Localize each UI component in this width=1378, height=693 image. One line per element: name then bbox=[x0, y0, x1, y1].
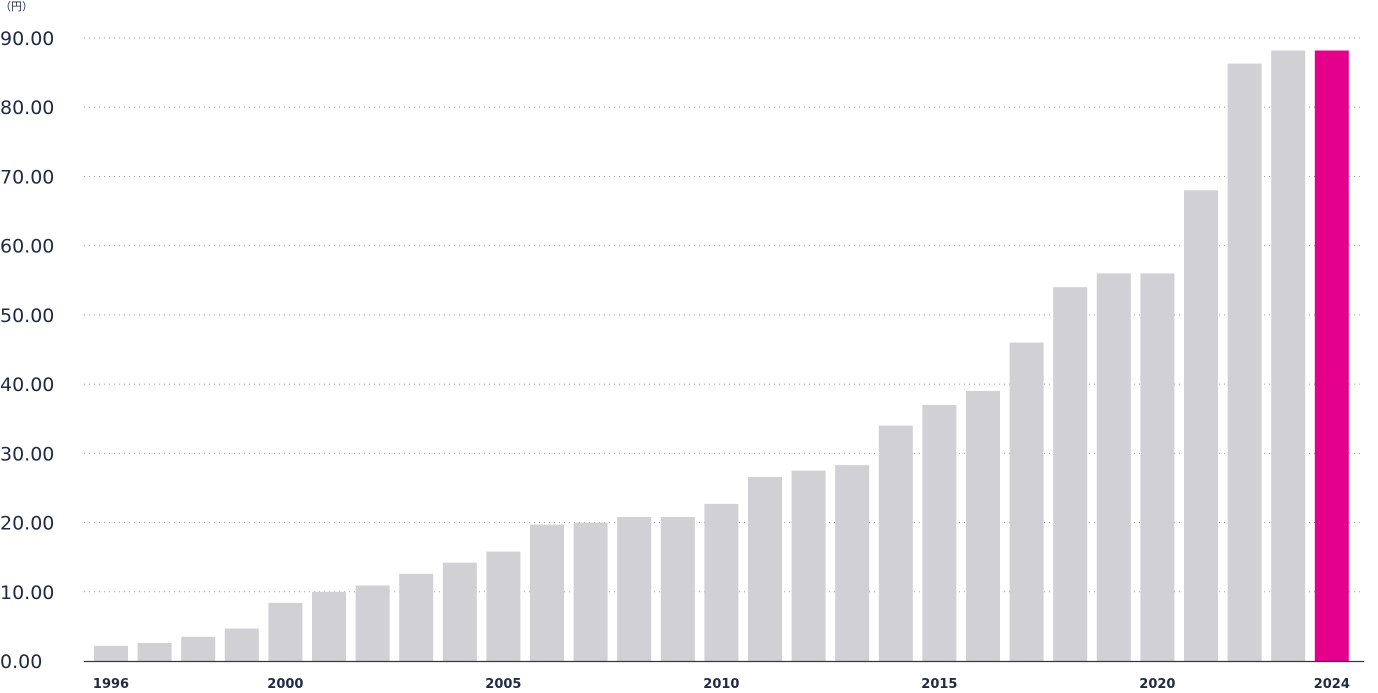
bar bbox=[399, 573, 434, 661]
bar bbox=[966, 391, 1000, 661]
bars bbox=[94, 50, 1349, 662]
y-tick-label: 90.00 bbox=[0, 28, 54, 50]
bar bbox=[922, 404, 957, 661]
bar-highlight bbox=[1314, 50, 1349, 661]
y-tick-label: 30.00 bbox=[0, 443, 54, 465]
y-tick-label: 40.00 bbox=[0, 374, 54, 396]
y-axis-unit-label: （円） bbox=[0, 0, 33, 13]
y-tick-label: 50.00 bbox=[0, 305, 54, 327]
bar bbox=[1009, 342, 1044, 661]
bar bbox=[1096, 273, 1131, 661]
bar bbox=[442, 562, 477, 661]
x-tick-label: 2005 bbox=[485, 677, 521, 692]
y-tick-label: 20.00 bbox=[0, 513, 54, 535]
bar bbox=[181, 636, 216, 661]
bar bbox=[878, 425, 913, 661]
bar bbox=[1053, 287, 1088, 661]
x-tick-label: 1996 bbox=[93, 677, 129, 692]
bar bbox=[617, 517, 652, 661]
bar bbox=[355, 585, 390, 661]
bar bbox=[137, 643, 172, 661]
bar bbox=[704, 503, 739, 661]
bar bbox=[835, 465, 870, 661]
bar bbox=[1271, 50, 1306, 661]
bar bbox=[312, 591, 346, 661]
x-tick-label: 2010 bbox=[703, 677, 739, 692]
x-axis-ticks: 1996 2000 2005 2010 2015 2020 2024 bbox=[93, 677, 1350, 692]
bar bbox=[530, 524, 564, 661]
x-tick-label: 2024 bbox=[1314, 677, 1350, 692]
bar bbox=[573, 522, 608, 661]
y-tick-label: 10.00 bbox=[0, 582, 54, 604]
bar bbox=[1227, 63, 1262, 662]
y-tick-label: 0.00 bbox=[0, 651, 42, 673]
bar bbox=[791, 470, 826, 661]
bar bbox=[486, 551, 521, 661]
y-axis-ticks: 0.00 10.00 20.00 30.00 40.00 50.00 60.00 70.00 8… bbox=[0, 28, 54, 673]
x-tick-label: 2015 bbox=[921, 677, 957, 692]
bar bbox=[224, 628, 259, 661]
bar bbox=[748, 476, 782, 661]
bar bbox=[660, 517, 695, 661]
y-tick-label: 80.00 bbox=[0, 97, 54, 119]
x-tick-label: 2020 bbox=[1139, 677, 1175, 692]
y-tick-label: 60.00 bbox=[0, 236, 54, 258]
bar bbox=[94, 645, 128, 661]
bar bbox=[268, 602, 303, 661]
y-tick-label: 70.00 bbox=[0, 166, 54, 188]
x-tick-label: 2000 bbox=[267, 677, 303, 692]
bar bbox=[1184, 190, 1218, 662]
bar bbox=[1140, 273, 1175, 661]
